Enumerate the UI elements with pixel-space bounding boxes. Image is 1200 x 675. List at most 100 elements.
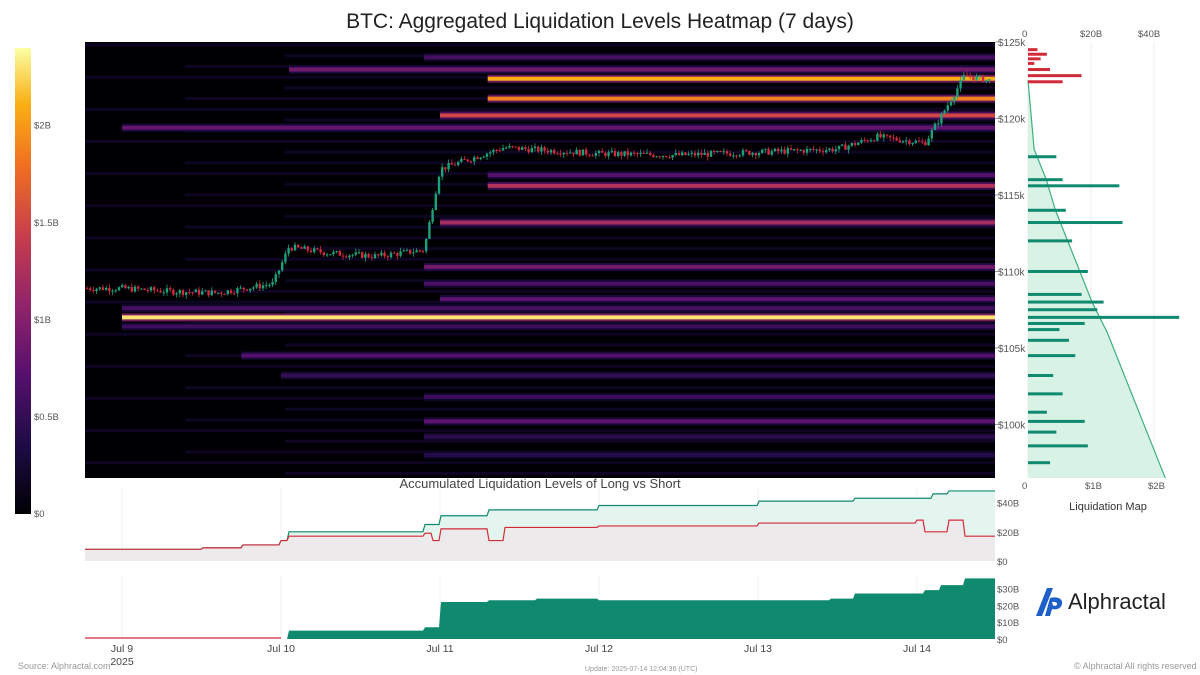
candle-body <box>805 148 809 153</box>
liq-long-bar <box>1028 221 1123 225</box>
candle-body <box>575 149 578 155</box>
candle-body <box>124 285 127 289</box>
candle-body <box>159 290 162 293</box>
candle-body <box>636 153 639 155</box>
candle-body <box>802 150 805 153</box>
candle-body <box>658 156 661 158</box>
candle-body <box>786 148 789 154</box>
candle-body <box>418 250 421 252</box>
candle-body <box>956 88 959 97</box>
heatmap-band <box>424 281 996 286</box>
candle-body <box>594 153 597 156</box>
candle-body <box>537 146 540 152</box>
heatmap-band <box>424 434 996 439</box>
heatmap-faint-streak <box>285 150 995 154</box>
heatmap-band <box>122 324 995 329</box>
candle-body <box>559 153 562 155</box>
candle-body <box>652 154 655 157</box>
candle-body <box>498 150 501 152</box>
candle-body <box>927 138 930 146</box>
candle-body <box>460 158 463 163</box>
candle-body <box>409 249 412 254</box>
candle-body <box>284 253 287 263</box>
candle-body <box>905 140 908 142</box>
candle-body <box>105 287 108 291</box>
candle-body <box>626 151 629 156</box>
candle-body <box>783 149 786 154</box>
candle-body <box>300 247 303 249</box>
candle-body <box>597 150 601 154</box>
heatmap-faint-streak <box>85 107 995 111</box>
liquidation-map <box>1027 42 1180 479</box>
candle-body <box>495 149 498 151</box>
candle-body <box>972 76 975 81</box>
candle-body <box>610 150 613 153</box>
candle-body <box>985 79 988 82</box>
candle-body <box>341 255 345 257</box>
candle-body <box>828 148 831 151</box>
candle-body <box>514 146 517 148</box>
candle-body <box>713 150 716 152</box>
liq-long-bar <box>1028 184 1120 188</box>
heatmap-band <box>288 67 995 72</box>
candle-body <box>661 155 665 157</box>
candle-body <box>98 287 101 289</box>
liq-long-bar <box>1028 239 1073 243</box>
candle-body <box>383 252 386 257</box>
candle-body <box>572 152 575 155</box>
candle-body <box>889 135 892 138</box>
candle-body <box>479 157 482 160</box>
liq-long-bar <box>1028 269 1088 273</box>
candle-body <box>908 140 911 145</box>
candle-body <box>604 152 607 157</box>
heatmap-faint-streak <box>85 429 995 433</box>
candle-body <box>684 152 687 156</box>
alphractal-logo[interactable]: Alphractal <box>1034 586 1166 618</box>
candle-body <box>780 149 783 152</box>
candle-body <box>687 153 690 156</box>
candle-body <box>540 147 543 152</box>
candle-body <box>757 153 761 156</box>
candle-body <box>818 149 821 152</box>
liq-short-bar <box>1028 48 1038 52</box>
candle-body <box>485 153 489 157</box>
candle-body <box>165 288 169 293</box>
candle-body <box>748 150 751 155</box>
heatmap-faint-streak <box>85 364 995 368</box>
liq-long-bar <box>1028 328 1060 332</box>
heatmap-faint-streak <box>285 407 995 411</box>
candle-body <box>914 140 917 143</box>
acc-y-tick-label: $0 <box>997 557 1008 568</box>
candle-body <box>492 149 495 153</box>
candle-body <box>89 288 92 290</box>
candle-body <box>665 155 668 158</box>
candle-body <box>469 161 473 163</box>
candle-body <box>549 150 553 153</box>
candle-body <box>325 254 329 256</box>
liq-long-bar <box>1028 410 1047 414</box>
candle-body <box>242 287 245 290</box>
candle-body <box>293 244 297 251</box>
candle-body <box>921 141 924 143</box>
candle-body <box>965 75 969 77</box>
candle-body <box>313 248 316 253</box>
candle-body <box>175 293 178 295</box>
candle-body <box>133 286 137 292</box>
acc-y-tick-label: $40B <box>997 499 1019 510</box>
candle-body <box>677 152 681 156</box>
candle-body <box>482 156 485 158</box>
candle-body <box>655 156 658 158</box>
heatmap-faint-streak <box>285 343 995 347</box>
candle-body <box>821 151 825 153</box>
candle-body <box>623 151 626 156</box>
candle-body <box>265 285 268 287</box>
candle-body <box>940 113 943 124</box>
heatmap-panel <box>85 41 999 478</box>
heatmap-band <box>487 96 995 101</box>
candle-body <box>860 140 863 143</box>
candle-body <box>255 283 258 288</box>
liq-long-bar <box>1028 444 1088 448</box>
candle-body <box>962 75 965 80</box>
candle-body <box>322 252 325 256</box>
candle-body <box>901 141 905 143</box>
